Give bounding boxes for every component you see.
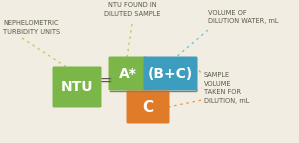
Text: SAMPLE
VOLUME
TAKEN FOR
DILUTION, mL: SAMPLE VOLUME TAKEN FOR DILUTION, mL	[204, 72, 249, 104]
Text: (B+C): (B+C)	[148, 66, 193, 81]
Text: NTU FOUND IN
DILUTED SAMPLE: NTU FOUND IN DILUTED SAMPLE	[104, 2, 160, 16]
FancyBboxPatch shape	[144, 56, 198, 91]
Text: VOLUME OF
DILUTION WATER, mL: VOLUME OF DILUTION WATER, mL	[208, 10, 278, 24]
Text: =: =	[100, 73, 112, 88]
FancyBboxPatch shape	[126, 91, 170, 124]
Text: C: C	[142, 100, 154, 115]
FancyBboxPatch shape	[109, 56, 147, 91]
Text: NEPHELOMETRIC
TURBIDITY UNITS: NEPHELOMETRIC TURBIDITY UNITS	[3, 20, 60, 34]
Text: A*: A*	[119, 66, 136, 81]
FancyBboxPatch shape	[53, 66, 101, 108]
Text: NTU: NTU	[61, 80, 93, 94]
